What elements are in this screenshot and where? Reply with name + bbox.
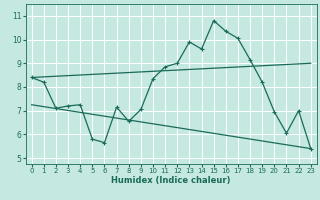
X-axis label: Humidex (Indice chaleur): Humidex (Indice chaleur): [111, 176, 231, 185]
